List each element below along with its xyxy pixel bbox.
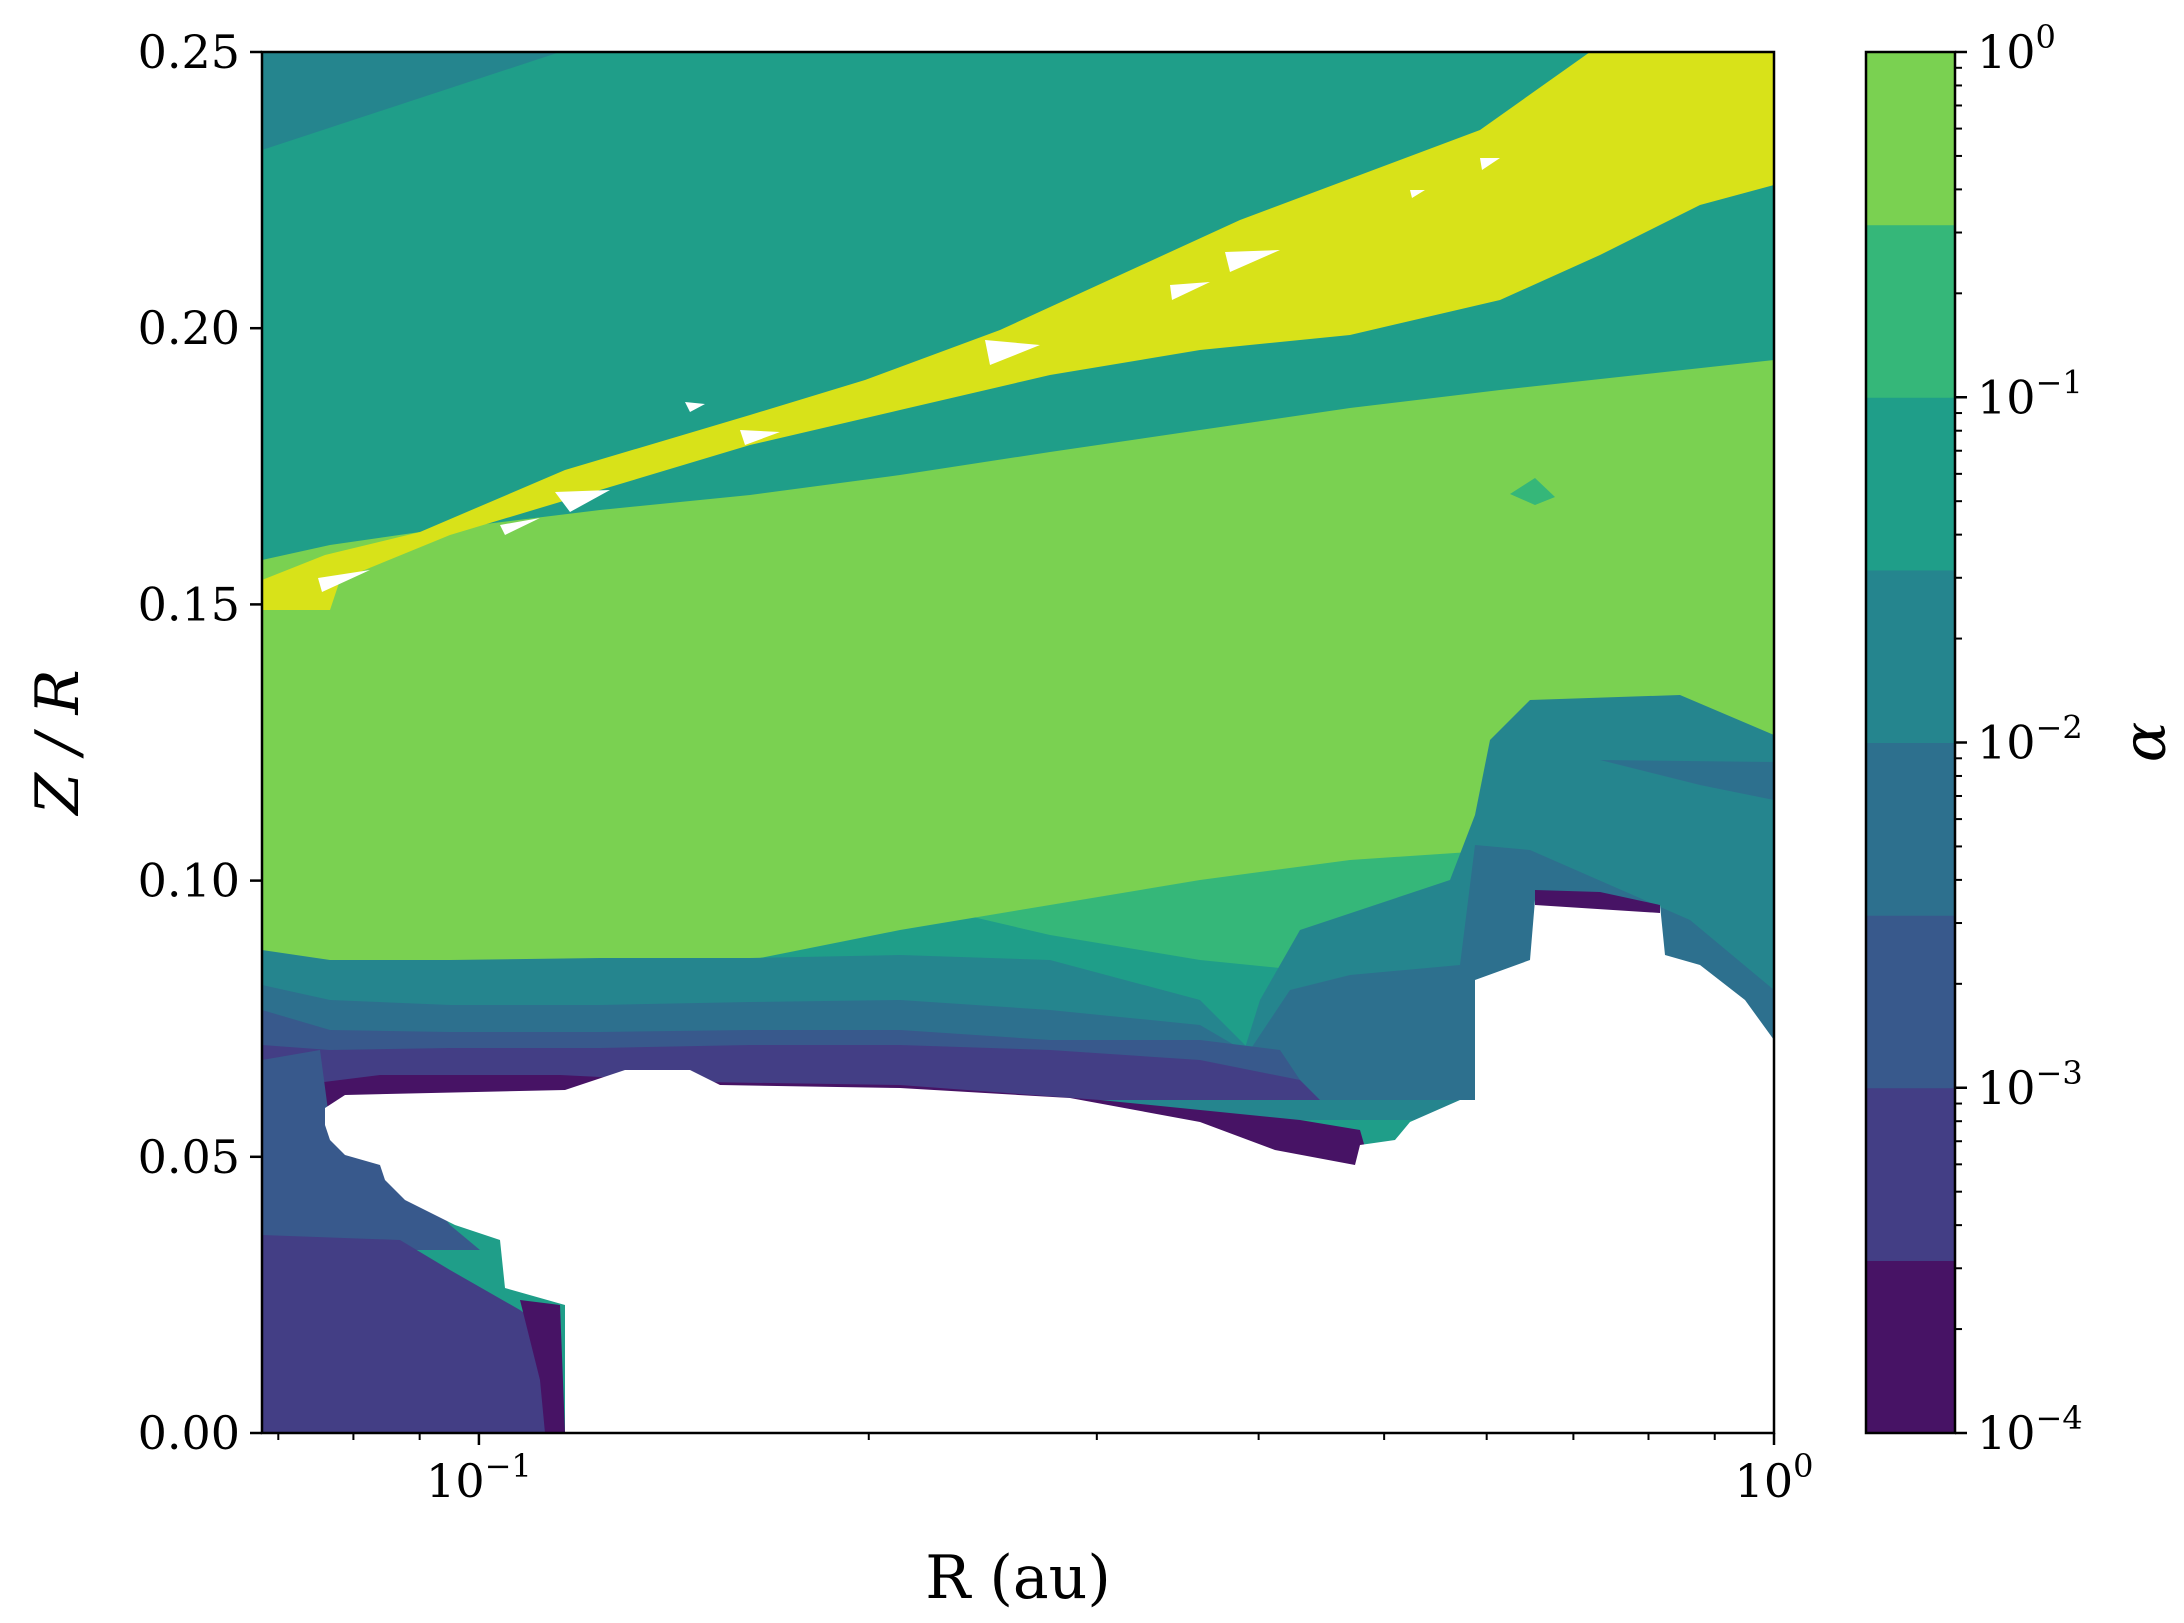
region-level-3-right [1600,760,1774,800]
y-tick-label: 0.15 [138,577,240,631]
y-tick-label: 0.10 [138,854,240,908]
colorbar-segment [1866,915,1955,1089]
y-tick-label: 0.20 [138,301,240,355]
y-tick-label: 0.25 [138,25,240,79]
colorbar-tick-label: 10−4 [1977,1399,2083,1460]
colorbar-segment [1866,52,1955,226]
masked-teeth [318,158,1500,592]
colorbar-segment [1866,397,1955,571]
plot-area [262,52,1774,1433]
region-level-7 [262,360,1774,1055]
colorbar-segment [1866,1260,1955,1434]
colorbar-segment [1866,1087,1955,1261]
y-tick-label: 0.00 [138,1406,240,1460]
region-level-0-left [520,1300,565,1433]
colorbar-tick-label: 10−2 [1977,709,2083,770]
colorbar: 10−4 10−3 10−2 10−1 100 [1864,18,2083,1460]
colorbar-tick-label: 10−3 [1977,1054,2083,1115]
colorbar-segment [1866,569,1955,743]
y-axis-label: Z / R [23,669,93,816]
masked-region [325,900,1774,1433]
x-tick-label: 10−1 [426,1447,532,1508]
region-level-0-right [1535,890,1660,913]
region-level-8 [262,52,1774,610]
colorbar-segment [1866,742,1955,916]
colorbar-tick-label: 10−1 [1977,363,2083,424]
y-axis: 0.00 0.05 0.10 0.15 0.20 0.25 [138,25,262,1460]
colorbar-tick-label: 100 [1977,18,2056,79]
region-level-1-left [262,1235,560,1433]
plot-frame [260,50,1776,1435]
region-level-4-top-left [262,52,560,150]
x-axis: 10−1 100 [277,1433,1814,1508]
x-axis-label: R (au) [925,1543,1110,1613]
colorbar-label: α [2110,722,2180,763]
colorbar-segment [1866,224,1955,398]
x-tick-label: 100 [1735,1447,1814,1508]
region-level-6-island [1510,478,1555,505]
y-tick-label: 0.05 [138,1130,240,1184]
